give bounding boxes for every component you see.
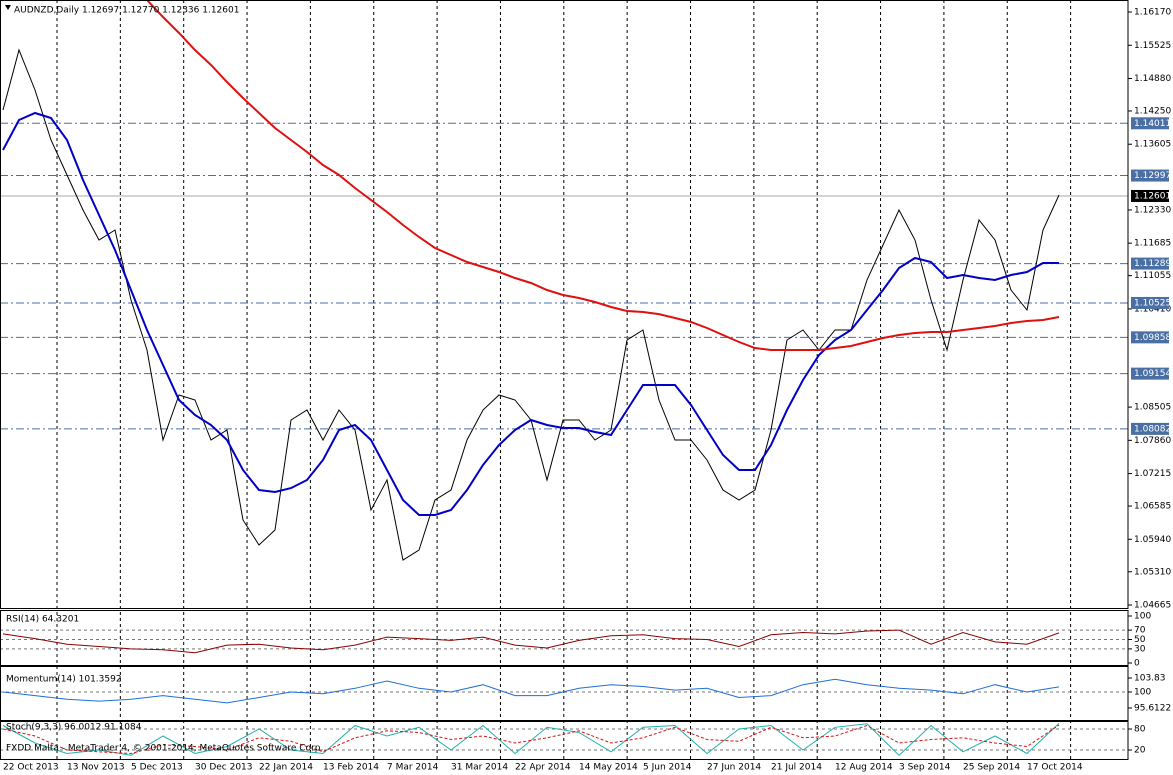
y-tick-label: 30 bbox=[1134, 644, 1146, 654]
x-tick-label: 27 Jun 2014 bbox=[707, 763, 761, 773]
x-tick-label: 22 Jan 2014 bbox=[259, 763, 313, 773]
momentum-title: Momentum(14) 101.3592 bbox=[6, 675, 122, 685]
y-tick-label: 100 bbox=[1134, 612, 1151, 622]
y-tick-label: 1.13605 bbox=[1134, 140, 1171, 150]
x-tick-label: 22 Oct 2013 bbox=[3, 763, 59, 773]
x-tick-label: 5 Dec 2013 bbox=[131, 763, 183, 773]
current-price-box bbox=[1131, 189, 1169, 202]
series-line bbox=[2, 111, 1059, 516]
x-tick-label: 17 Oct 2014 bbox=[1027, 763, 1083, 773]
y-tick-label: 95.6122 bbox=[1134, 703, 1171, 713]
x-tick-label: 13 Nov 2013 bbox=[67, 763, 125, 773]
level-label: 1.12997 bbox=[1134, 171, 1171, 181]
y-tick-label: 1.11055 bbox=[1134, 271, 1171, 281]
level-label-box bbox=[1131, 331, 1169, 344]
y-tick-label: 20 bbox=[1134, 746, 1146, 756]
level-label-box bbox=[1131, 117, 1169, 130]
x-tick-label: 22 Apr 2014 bbox=[515, 763, 571, 773]
footer-note: FXDD Malta - MetaTrader 4, © 2001-2014, … bbox=[6, 744, 323, 754]
y-tick-label: 1.15525 bbox=[1134, 41, 1171, 51]
y-tick-label: 1.07860 bbox=[1134, 436, 1171, 446]
level-label: 1.14011 bbox=[1134, 119, 1171, 129]
plots bbox=[2, 0, 1060, 756]
stoch-frame bbox=[0, 721, 1129, 760]
x-tick-label: 21 Jul 2014 bbox=[771, 763, 822, 773]
level-label: 1.09154 bbox=[1134, 369, 1171, 379]
level-label: 1.09858 bbox=[1134, 333, 1171, 343]
y-tick-label: 100 bbox=[1134, 687, 1151, 697]
y-tick-label: 1.08505 bbox=[1134, 403, 1171, 413]
x-tick-label: 14 May 2014 bbox=[579, 763, 638, 773]
rsi-frame bbox=[0, 610, 1129, 666]
level-label-box bbox=[1131, 296, 1169, 309]
y-tick-label: 1.14250 bbox=[1134, 106, 1171, 116]
y-tick-label: 1.12330 bbox=[1134, 205, 1171, 215]
rsi-title: RSI(14) 64.3201 bbox=[6, 615, 79, 625]
level-label: 1.11289 bbox=[1134, 259, 1171, 269]
x-tick-label: 12 Aug 2014 bbox=[835, 763, 893, 773]
menu-arrow bbox=[5, 5, 11, 10]
y-tick-label: 50 bbox=[1134, 635, 1146, 645]
level-label: 1.08082 bbox=[1134, 424, 1171, 434]
x-tick-label: 5 Jun 2014 bbox=[643, 763, 692, 773]
y-tick-label: 80 bbox=[1134, 725, 1146, 735]
frames bbox=[0, 0, 1129, 760]
y-tick-label: 1.07215 bbox=[1134, 469, 1171, 479]
level-label-box bbox=[1131, 169, 1169, 182]
x-tick-label: 3 Sep 2014 bbox=[899, 763, 951, 773]
x-tick-label: 25 Sep 2014 bbox=[963, 763, 1020, 773]
level-label-box bbox=[1131, 367, 1169, 380]
level-label-box bbox=[1131, 422, 1169, 435]
series-line bbox=[2, 724, 1060, 755]
y-tick-label: 1.14880 bbox=[1134, 74, 1171, 84]
y-tick-label: 1.05310 bbox=[1134, 567, 1171, 577]
series-line bbox=[146, 0, 1060, 351]
x-tick-label: 13 Feb 2014 bbox=[323, 763, 379, 773]
grid bbox=[0, 0, 1128, 759]
y-tick-label: 1.06585 bbox=[1134, 502, 1171, 512]
y-tick-label: 1.10410 bbox=[1134, 304, 1171, 314]
current-price-label: 1.12601 bbox=[1134, 191, 1171, 201]
momentum-frame bbox=[0, 666, 1129, 721]
x-tick-label: 31 Mar 2014 bbox=[451, 763, 508, 773]
x-tick-label: 30 Dec 2013 bbox=[195, 763, 253, 773]
main-frame bbox=[0, 0, 1129, 609]
level-label-box bbox=[1131, 257, 1169, 270]
y-tick-label: 1.04665 bbox=[1134, 601, 1171, 611]
series-line bbox=[2, 629, 1060, 654]
chart-title: AUDNZD,Daily 1.12697 1.12770 1.12336 1.1… bbox=[14, 6, 239, 16]
y-tick-label: 103.83 bbox=[1134, 673, 1166, 683]
level-label: 1.10525 bbox=[1134, 298, 1171, 308]
y-tick-label: 1.11685 bbox=[1134, 239, 1171, 249]
y-tick-label: 70 bbox=[1134, 626, 1146, 636]
stoch-title: Stoch(9,3,3) 96.0012 91.1084 bbox=[6, 723, 142, 733]
y-tick-label: 1.05940 bbox=[1134, 535, 1171, 545]
y-tick-label: 0 bbox=[1134, 659, 1140, 669]
x-tick-label: 7 Mar 2014 bbox=[387, 763, 439, 773]
y-tick-label: 1.16170 bbox=[1134, 8, 1171, 18]
series-line bbox=[2, 678, 1060, 704]
